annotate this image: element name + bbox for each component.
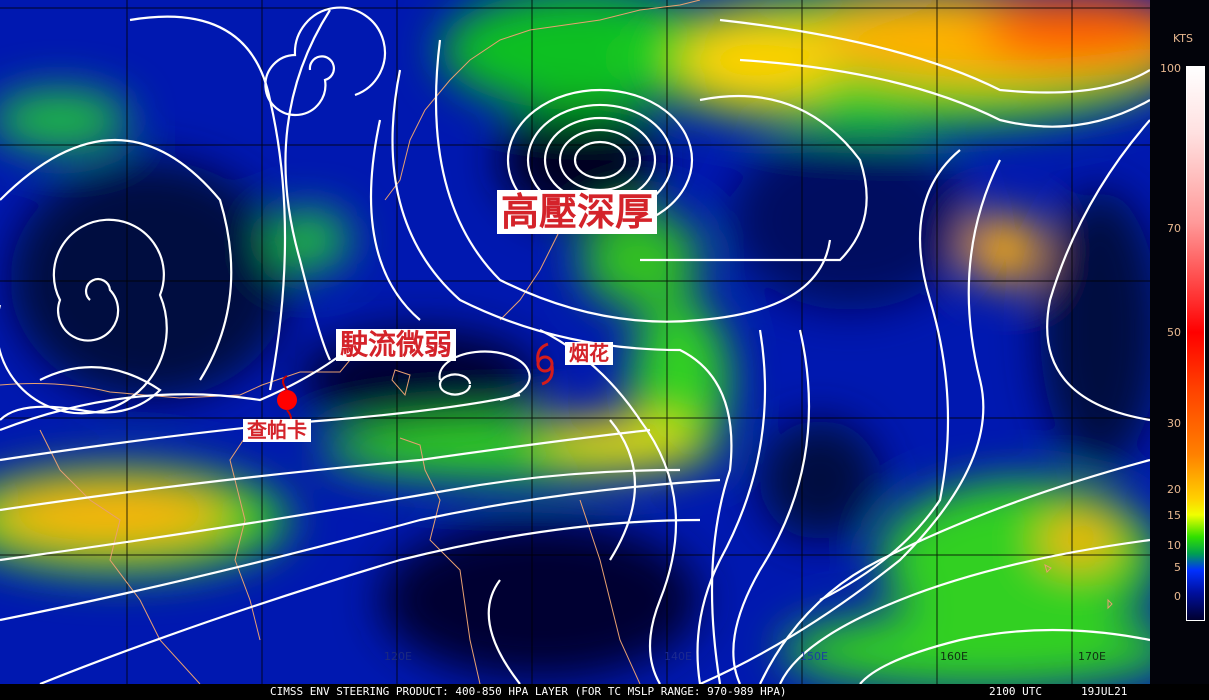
colorbar-gradient bbox=[1186, 66, 1205, 621]
lon-label-160e: 160E bbox=[940, 650, 968, 663]
map-canvas bbox=[0, 0, 1150, 684]
colorbar-tick: 70 bbox=[1167, 222, 1181, 235]
colorbar-tick: 50 bbox=[1167, 326, 1181, 339]
typhoon-chapaka-symbol bbox=[277, 375, 297, 425]
typhoon-infa-label: 烟花 bbox=[565, 342, 613, 365]
streamlines bbox=[0, 6, 1150, 684]
typhoon-chapaka-label: 查帕卡 bbox=[243, 419, 311, 442]
colorbar-unit: KTS bbox=[1172, 32, 1193, 45]
product-footer: CIMSS ENV STEERING PRODUCT: 400-850 HPA … bbox=[0, 684, 1209, 700]
lon-label-120e: 120E bbox=[384, 650, 412, 663]
colorbar-tick: 100 bbox=[1160, 62, 1181, 75]
coastlines bbox=[0, 0, 1113, 684]
colorbar-tick: 10 bbox=[1167, 539, 1181, 552]
colorbar-tick: 30 bbox=[1167, 417, 1181, 430]
lon-label-150e: 150E bbox=[800, 650, 828, 663]
product-time: 2100 UTC bbox=[989, 685, 1042, 698]
typhoon-infa-symbol bbox=[536, 342, 554, 386]
colorbar-tick: 5 bbox=[1174, 561, 1181, 574]
colorbar-tick: 15 bbox=[1167, 509, 1181, 522]
colorbar-tick: 0 bbox=[1174, 590, 1181, 603]
lon-label-140e: 140E bbox=[664, 650, 692, 663]
high-pressure-label: 高壓深厚 bbox=[497, 190, 658, 234]
colorbar-tick: 20 bbox=[1167, 483, 1181, 496]
weak-steering-label: 駛流微弱 bbox=[336, 328, 457, 362]
lon-label-170e: 170E bbox=[1078, 650, 1106, 663]
product-date: 19JUL21 bbox=[1081, 685, 1128, 698]
product-title: CIMSS ENV STEERING PRODUCT: 400-850 HPA … bbox=[270, 685, 787, 698]
